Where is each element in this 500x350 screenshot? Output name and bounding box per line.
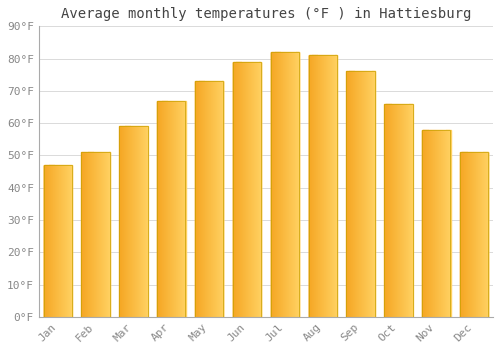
Bar	[308, 55, 337, 317]
Bar	[82, 152, 110, 317]
Bar	[233, 62, 261, 317]
Bar	[346, 71, 375, 317]
Bar	[270, 52, 299, 317]
Bar	[384, 104, 412, 317]
Bar	[422, 130, 450, 317]
Bar	[119, 126, 148, 317]
Bar	[195, 81, 224, 317]
Bar	[460, 152, 488, 317]
Bar	[157, 100, 186, 317]
Title: Average monthly temperatures (°F ) in Hattiesburg: Average monthly temperatures (°F ) in Ha…	[60, 7, 471, 21]
Bar	[44, 165, 72, 317]
